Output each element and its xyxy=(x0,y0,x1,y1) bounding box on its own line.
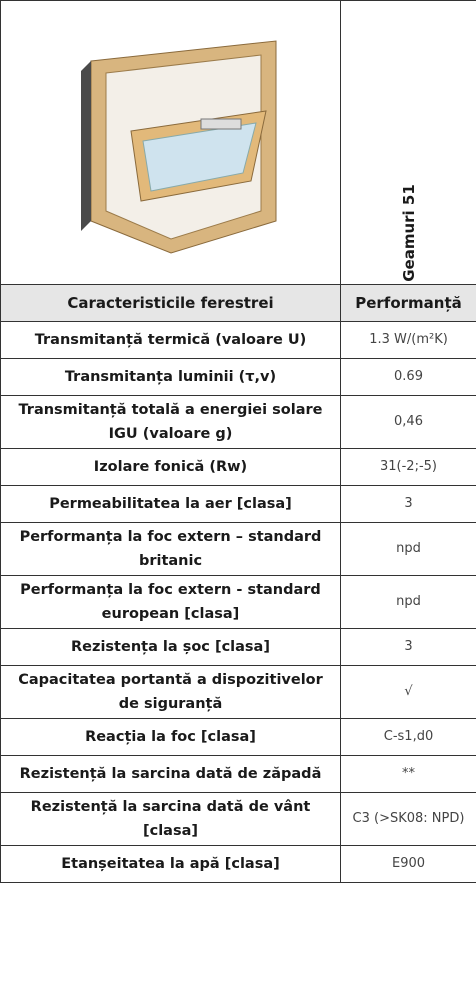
table-row: Performanța la foc extern – standard bri… xyxy=(0,522,476,576)
characteristic: Izolare fonică (Rw) xyxy=(0,448,341,486)
performance: 31(-2;-5) xyxy=(340,448,476,486)
performance: E900 xyxy=(340,845,476,883)
performance: √ xyxy=(340,665,476,719)
table-row: Transmitanță totală a energiei solare IG… xyxy=(0,395,476,449)
table-row: Performanța la foc extern - standard eur… xyxy=(0,575,476,629)
table-row: Rezistență la sarcina dată de zăpadă ** xyxy=(0,755,476,793)
performance: ** xyxy=(340,755,476,793)
product-name: Geamuri 51 xyxy=(399,184,418,282)
image-cell xyxy=(0,0,341,285)
header-cell: Caracteristicile ferestrei xyxy=(0,284,341,322)
table-row: Etanșeitatea la apă [clasa] E900 xyxy=(0,845,476,883)
table-row: Rezistență la sarcina dată de vânt [clas… xyxy=(0,792,476,846)
spec-table: Geamuri 51 Caracteristicile ferestrei Pe… xyxy=(0,0,476,883)
performance: C-s1,d0 xyxy=(340,718,476,756)
characteristic: Etanșeitatea la apă [clasa] xyxy=(0,845,341,883)
performance: 1.3 W/(m²K) xyxy=(340,321,476,359)
characteristic: Rezistență la sarcina dată de zăpadă xyxy=(0,755,341,793)
characteristic: Performanța la foc extern - standard eur… xyxy=(0,575,341,629)
table-row: Izolare fonică (Rw) 31(-2;-5) xyxy=(0,448,476,486)
table-row: Reacția la foc [clasa] C-s1,d0 xyxy=(0,718,476,756)
table-row: Rezistența la șoc [clasa] 3 xyxy=(0,628,476,666)
image-row: Geamuri 51 xyxy=(0,0,476,285)
table-row: Transmitanța luminii (τ,v) 0.69 xyxy=(0,358,476,396)
product-cell: Geamuri 51 xyxy=(340,0,476,285)
characteristic: Transmitanță termică (valoare U) xyxy=(0,321,341,359)
table-row: Transmitanță termică (valoare U) 1.3 W/(m… xyxy=(0,321,476,359)
characteristic: Transmitanță totală a energiei solare IG… xyxy=(0,395,341,449)
characteristic: Permeabilitatea la aer [clasa] xyxy=(0,485,341,523)
performance: npd xyxy=(340,575,476,629)
window-illustration xyxy=(80,39,276,254)
performance: 3 xyxy=(340,628,476,666)
header-row: Caracteristicile ferestrei Performanță xyxy=(0,284,476,322)
table-row: Capacitatea portantă a dispozitivelor de… xyxy=(0,665,476,719)
characteristic: Capacitatea portantă a dispozitivelor de… xyxy=(0,665,341,719)
performance: 3 xyxy=(340,485,476,523)
characteristic: Rezistența la șoc [clasa] xyxy=(0,628,341,666)
characteristic: Performanța la foc extern – standard bri… xyxy=(0,522,341,576)
performance: 0,46 xyxy=(340,395,476,449)
performance: 0.69 xyxy=(340,358,476,396)
performance: C3 (>SK08: NPD) xyxy=(340,792,476,846)
characteristic: Reacția la foc [clasa] xyxy=(0,718,341,756)
table-row: Permeabilitatea la aer [clasa] 3 xyxy=(0,485,476,523)
performance: npd xyxy=(340,522,476,576)
characteristic: Rezistență la sarcina dată de vânt [clas… xyxy=(0,792,341,846)
characteristic: Transmitanța luminii (τ,v) xyxy=(0,358,341,396)
header-cell: Performanță xyxy=(340,284,476,322)
